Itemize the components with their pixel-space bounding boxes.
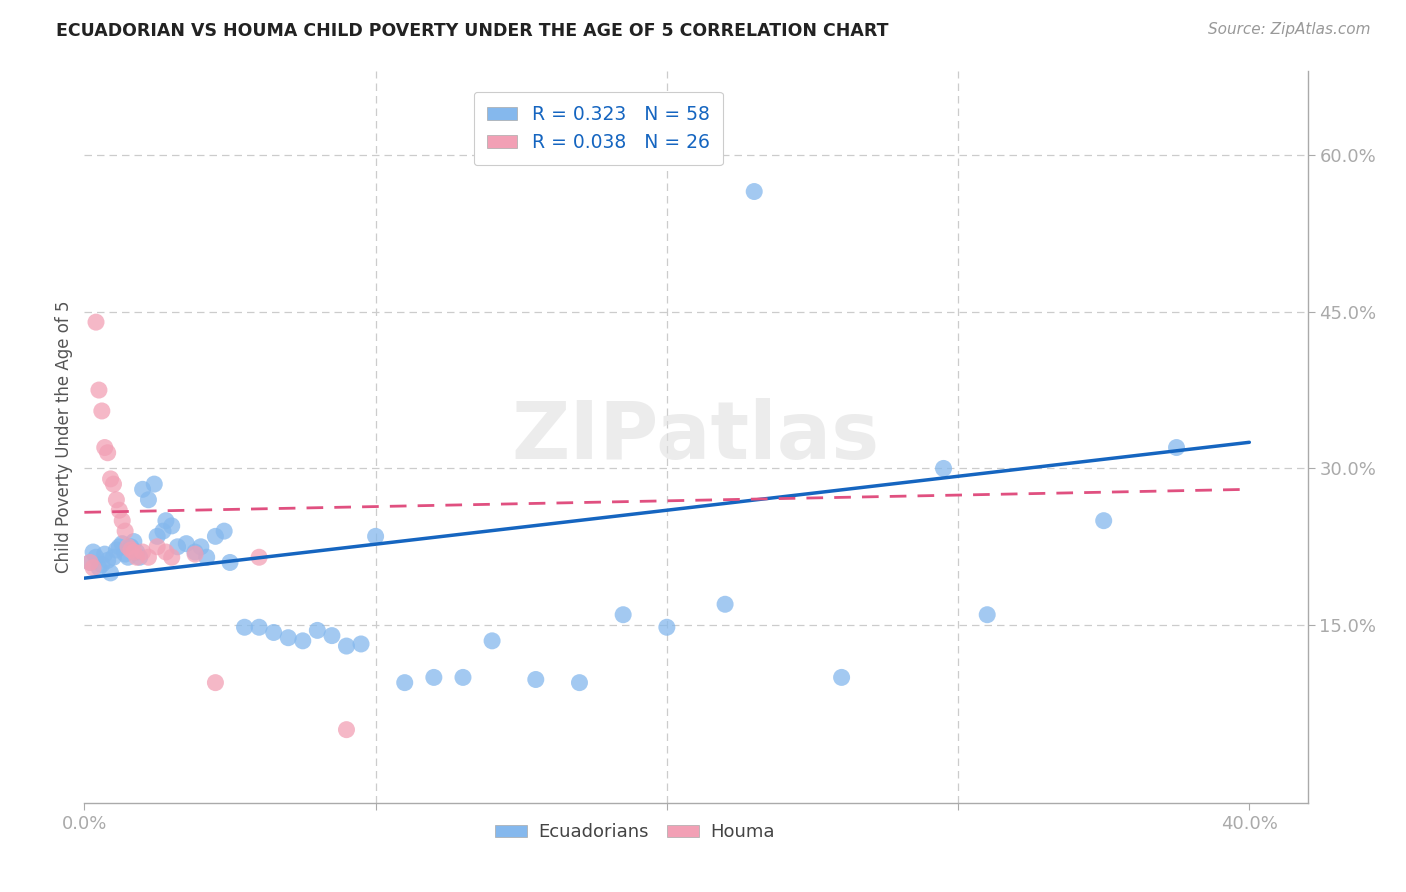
- Point: [307, 624, 329, 638]
- Point: [612, 607, 634, 622]
- Point: [321, 629, 343, 643]
- Point: [90, 558, 112, 572]
- Text: ECUADORIAN VS HOUMA CHILD POVERTY UNDER THE AGE OF 5 CORRELATION CHART: ECUADORIAN VS HOUMA CHILD POVERTY UNDER …: [56, 22, 889, 40]
- Point: [166, 540, 188, 554]
- Point: [93, 547, 115, 561]
- Point: [568, 675, 591, 690]
- Point: [87, 383, 110, 397]
- Point: [481, 633, 503, 648]
- Point: [160, 519, 183, 533]
- Point: [190, 540, 212, 554]
- Point: [247, 620, 270, 634]
- Point: [335, 639, 357, 653]
- Point: [87, 560, 110, 574]
- Point: [184, 547, 207, 561]
- Point: [105, 543, 128, 558]
- Point: [160, 550, 183, 565]
- Point: [131, 483, 153, 497]
- Point: [138, 492, 160, 507]
- Point: [1092, 514, 1115, 528]
- Point: [84, 315, 107, 329]
- Point: [111, 536, 134, 550]
- Point: [152, 524, 174, 538]
- Text: Source: ZipAtlas.com: Source: ZipAtlas.com: [1208, 22, 1371, 37]
- Point: [117, 550, 139, 565]
- Point: [111, 514, 134, 528]
- Point: [90, 404, 112, 418]
- Point: [291, 633, 314, 648]
- Point: [146, 540, 169, 554]
- Point: [146, 529, 169, 543]
- Y-axis label: Child Poverty Under the Age of 5: Child Poverty Under the Age of 5: [55, 301, 73, 574]
- Legend: Ecuadorians, Houma: Ecuadorians, Houma: [488, 816, 782, 848]
- Point: [184, 545, 207, 559]
- Point: [82, 560, 104, 574]
- Point: [82, 545, 104, 559]
- Point: [122, 545, 145, 559]
- Point: [212, 524, 235, 538]
- Point: [364, 529, 387, 543]
- Point: [155, 514, 177, 528]
- Point: [831, 670, 853, 684]
- Point: [155, 545, 177, 559]
- Point: [125, 550, 148, 565]
- Point: [1166, 441, 1188, 455]
- Point: [122, 534, 145, 549]
- Point: [114, 524, 136, 538]
- Point: [714, 597, 737, 611]
- Point: [120, 540, 142, 554]
- Point: [219, 556, 242, 570]
- Point: [204, 529, 226, 543]
- Point: [105, 492, 128, 507]
- Point: [174, 536, 197, 550]
- Point: [79, 556, 101, 570]
- Point: [247, 550, 270, 565]
- Point: [138, 550, 160, 565]
- Point: [742, 185, 765, 199]
- Point: [335, 723, 357, 737]
- Point: [114, 547, 136, 561]
- Point: [103, 550, 125, 565]
- Point: [131, 545, 153, 559]
- Point: [103, 477, 125, 491]
- Point: [100, 472, 122, 486]
- Point: [128, 550, 150, 565]
- Point: [976, 607, 998, 622]
- Point: [84, 550, 107, 565]
- Point: [204, 675, 226, 690]
- Point: [97, 446, 120, 460]
- Point: [100, 566, 122, 580]
- Point: [524, 673, 547, 687]
- Point: [932, 461, 955, 475]
- Point: [108, 503, 131, 517]
- Point: [394, 675, 416, 690]
- Text: ZIPatlas: ZIPatlas: [512, 398, 880, 476]
- Point: [93, 441, 115, 455]
- Point: [120, 543, 142, 558]
- Point: [108, 540, 131, 554]
- Point: [263, 625, 285, 640]
- Point: [233, 620, 256, 634]
- Point: [143, 477, 166, 491]
- Point: [79, 556, 101, 570]
- Point: [655, 620, 678, 634]
- Point: [423, 670, 446, 684]
- Point: [125, 545, 148, 559]
- Point: [117, 540, 139, 554]
- Point: [195, 550, 218, 565]
- Point: [277, 631, 299, 645]
- Point: [97, 553, 120, 567]
- Point: [350, 637, 373, 651]
- Point: [451, 670, 474, 684]
